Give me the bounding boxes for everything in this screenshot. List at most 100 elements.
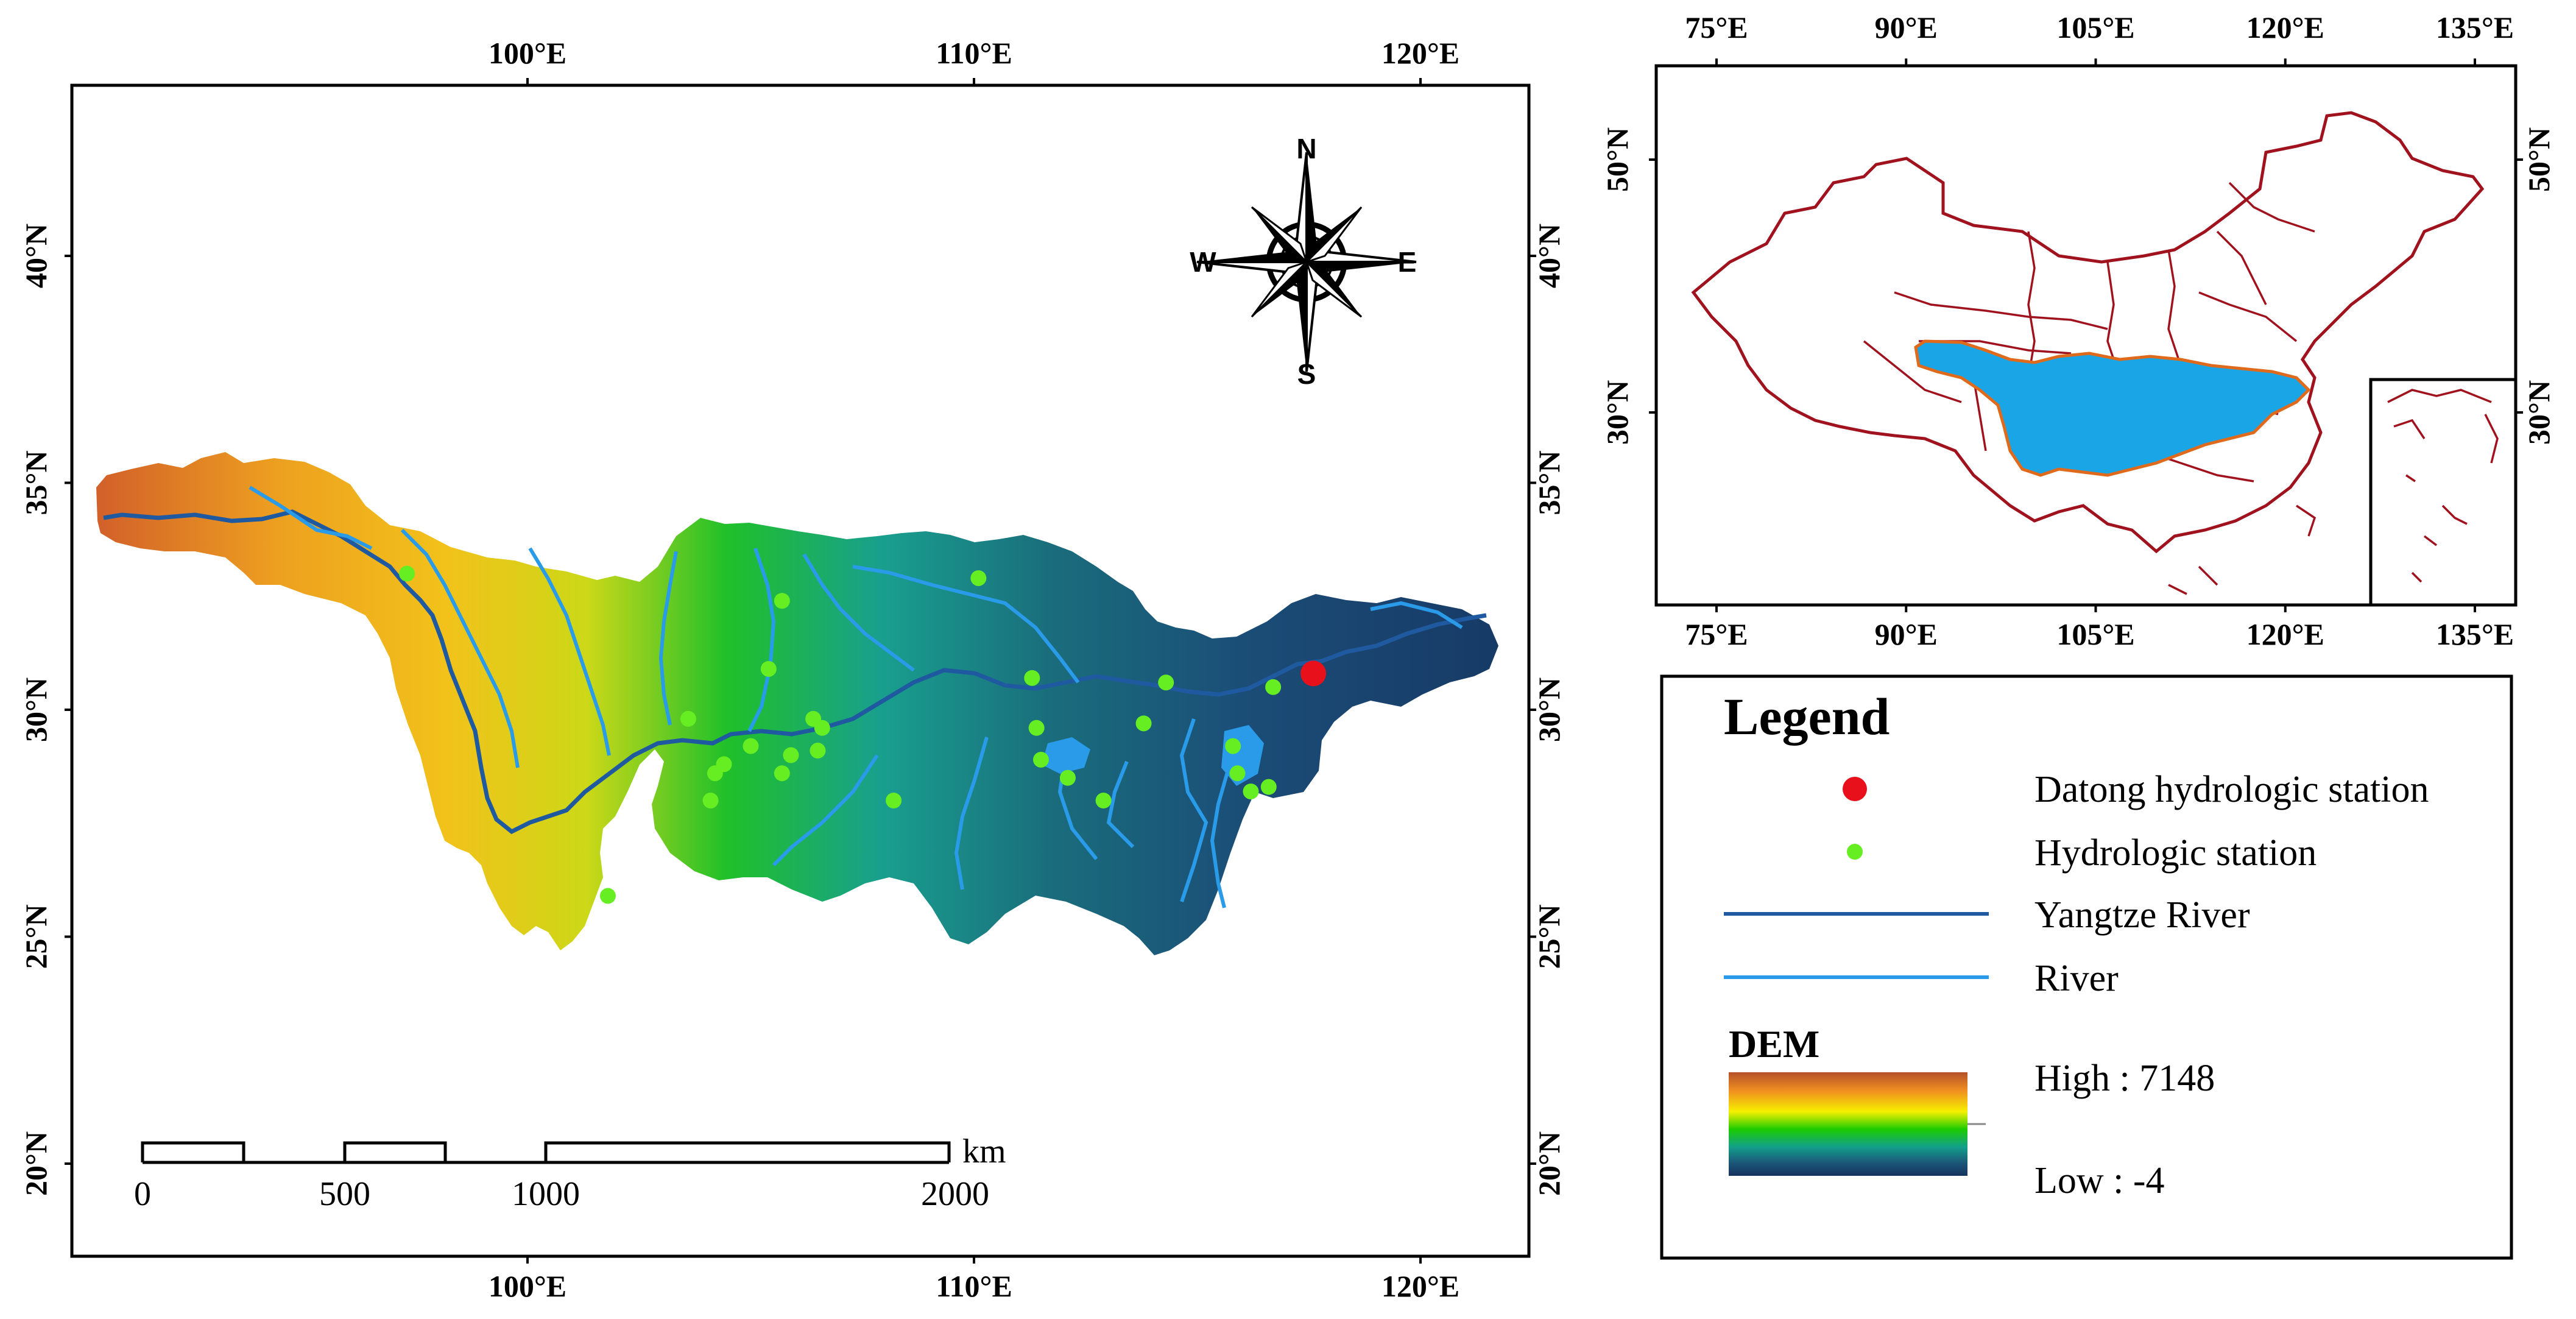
yangtze-river xyxy=(103,509,1487,835)
river xyxy=(954,737,989,890)
hydro-station-1 xyxy=(399,565,415,582)
top-lon-label: 120°E xyxy=(1382,36,1459,70)
hydro-station-20 xyxy=(1059,769,1076,786)
hydro-station-3 xyxy=(680,710,696,727)
scale-label-0: 0 xyxy=(134,1175,151,1213)
hydro-station-9 xyxy=(774,765,790,782)
hydro-station-25 xyxy=(1229,765,1246,782)
right-lat-label: 20°N xyxy=(1532,1131,1566,1196)
compass-east-label: E xyxy=(1398,246,1417,278)
inset-bottom-lon-label: 105°E xyxy=(2056,617,2134,651)
hydro-station-15 xyxy=(886,793,902,808)
hydro-station-23 xyxy=(1158,674,1174,691)
datong-station-layer xyxy=(1300,660,1327,687)
inset-bottom-lon-label: 90°E xyxy=(1875,617,1938,651)
inset-bottom-lon-label: 75°E xyxy=(1685,617,1748,651)
river xyxy=(772,754,879,867)
hydro-station-18 xyxy=(1028,720,1045,736)
inset-map-graticule: 75°E 75°E 90°E 90°E 105°E 105°E 120°E 120°E 135°… xyxy=(1600,10,2556,651)
legend-item-river: River xyxy=(2034,958,2119,999)
river xyxy=(1210,761,1232,908)
compass-north-label: N xyxy=(1296,133,1316,164)
river xyxy=(1179,718,1209,902)
river-network xyxy=(249,486,1463,908)
right-lat-label: 30°N xyxy=(1532,677,1566,742)
inset-top-lon-label: 120°E xyxy=(2246,10,2324,44)
hydro-station-22 xyxy=(1135,715,1152,732)
hydro-station-28 xyxy=(1265,679,1282,695)
legend-item-yangtze: Yangtze River xyxy=(2034,894,2250,936)
inset-map-china: 75°E 75°E 90°E 90°E 105°E 105°E 120°E 120°E 135°… xyxy=(1600,10,2556,651)
river xyxy=(249,486,373,550)
hydro-station-13 xyxy=(810,743,826,759)
left-lat-label: 25°N xyxy=(19,904,53,969)
river xyxy=(1106,760,1135,849)
main-map: N S E W 0 500 1000 2000 km 100°E 100°E 110… xyxy=(19,36,1566,1303)
dem-title: DEM xyxy=(1729,1022,1819,1066)
river xyxy=(400,528,520,768)
left-lat-label: 35°N xyxy=(19,450,53,515)
inset-left-lat-label: 50°N xyxy=(1600,127,1634,192)
hydro-dot-symbol xyxy=(1847,844,1863,860)
right-lat-label: 35°N xyxy=(1532,450,1566,515)
hydro-station-8 xyxy=(760,660,777,677)
bottom-lon-label: 100°E xyxy=(489,1269,566,1303)
inset-bottom-lon-label: 120°E xyxy=(2246,617,2324,651)
hydro-station-2 xyxy=(599,888,616,904)
compass-west-label: W xyxy=(1190,246,1216,278)
inset-top-lon-label: 135°E xyxy=(2436,10,2514,44)
compass-south-label: S xyxy=(1297,358,1316,390)
dongting-lake xyxy=(1042,737,1090,774)
inset-left-lat-label: 30°N xyxy=(1600,380,1634,445)
hydro-station-4 xyxy=(702,793,719,808)
hydro-station-19 xyxy=(1032,751,1049,768)
compass-rose-icon: N S E W xyxy=(1190,133,1416,390)
legend-panel: Legend Datong hydrologic station Hydrolo… xyxy=(1660,674,2513,1260)
scale-label-500: 500 xyxy=(319,1175,370,1213)
river xyxy=(747,548,776,732)
china-boundary xyxy=(1691,111,2485,554)
south-china-sea-islands xyxy=(2387,389,2499,583)
dem-low-label: Low : -4 xyxy=(2034,1160,2165,1201)
hydro-station-17 xyxy=(1024,670,1040,686)
scale-label-1000: 1000 xyxy=(512,1175,580,1213)
hydro-station-16 xyxy=(970,570,987,586)
hydro-station-10 xyxy=(774,593,790,609)
left-lat-label: 20°N xyxy=(19,1131,53,1196)
river xyxy=(1370,601,1463,629)
coastal-islands xyxy=(2168,504,2317,595)
scale-bar: 0 500 1000 2000 km xyxy=(134,1133,1006,1213)
river xyxy=(658,551,678,726)
inset-bottom-lon-label: 135°E xyxy=(2436,617,2514,651)
right-lat-label: 40°N xyxy=(1532,224,1566,288)
inset-top-lon-label: 75°E xyxy=(1685,10,1748,44)
hydro-station-24 xyxy=(1225,738,1241,754)
inset-top-lon-label: 90°E xyxy=(1875,10,1938,44)
top-lon-label: 110°E xyxy=(936,36,1012,70)
south-china-sea-box xyxy=(2369,378,2516,605)
scale-label-2000: 2000 xyxy=(921,1175,989,1213)
legend-item-datong: Datong hydrologic station xyxy=(2034,769,2429,810)
legend-item-hydro: Hydrologic station xyxy=(2034,832,2317,874)
bottom-lon-label: 110°E xyxy=(936,1269,1012,1303)
river xyxy=(802,553,915,672)
right-lat-label: 25°N xyxy=(1532,904,1566,969)
river xyxy=(528,547,611,756)
yangtze-basin-inset xyxy=(1914,339,2311,477)
left-lat-label: 30°N xyxy=(19,677,53,742)
river xyxy=(852,565,1080,684)
hydro-station-11 xyxy=(783,747,799,763)
legend-title: Legend xyxy=(1724,687,1890,746)
datong-dot-symbol xyxy=(1843,777,1867,801)
dem-high-label: High : 7148 xyxy=(2034,1058,2215,1099)
main-map-graticule: 100°E 100°E 110°E 110°E 120°E 120°E 40°N 40°N 35… xyxy=(19,36,1566,1303)
bottom-lon-label: 120°E xyxy=(1382,1269,1459,1303)
hydro-station-27 xyxy=(1260,779,1277,795)
scale-unit: km xyxy=(962,1133,1006,1170)
inset-top-lon-label: 105°E xyxy=(2056,10,2134,44)
hydro-station-26 xyxy=(1243,783,1259,800)
hydro-station-7 xyxy=(743,738,759,754)
left-lat-label: 40°N xyxy=(19,224,53,288)
datong-station xyxy=(1300,660,1327,687)
